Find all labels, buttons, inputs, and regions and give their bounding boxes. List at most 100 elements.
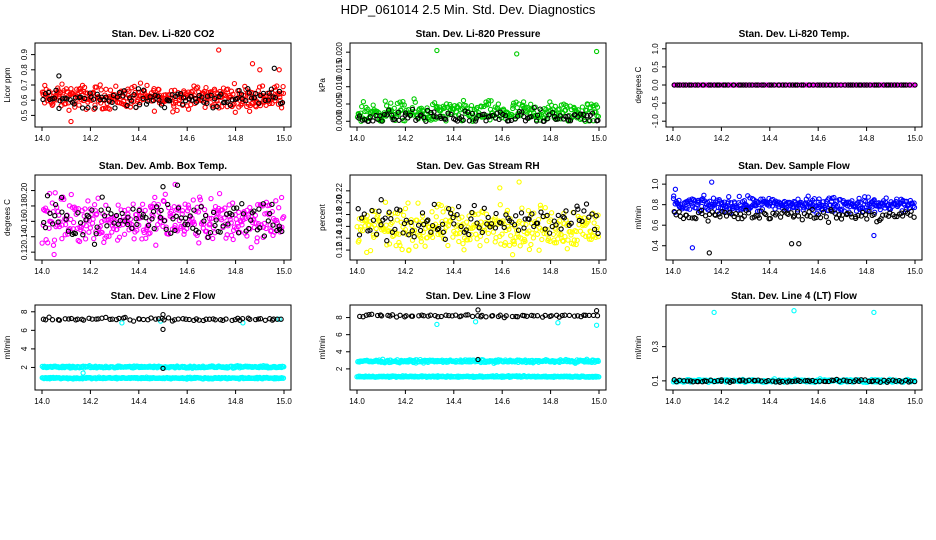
data-point (355, 206, 361, 212)
data-point (853, 377, 859, 383)
data-point (43, 317, 49, 323)
data-point (451, 221, 457, 227)
data-point (238, 91, 245, 97)
data-point (136, 102, 143, 108)
data-point (528, 101, 534, 107)
data-point (568, 220, 574, 226)
data-point (200, 317, 207, 324)
data-point (578, 313, 584, 320)
data-point (740, 206, 747, 212)
data-point (737, 378, 743, 384)
data-point (862, 212, 869, 218)
data-point (103, 314, 109, 321)
data-point (203, 316, 209, 322)
data-point (865, 194, 871, 200)
data-point (522, 238, 528, 244)
x-tick-label: 14.4 (762, 397, 778, 406)
data-point (546, 230, 553, 236)
data-point (394, 206, 400, 212)
data-point (403, 313, 409, 319)
data-point (212, 317, 218, 323)
data-point (91, 235, 97, 242)
data-point (42, 224, 49, 231)
data-point (56, 317, 63, 323)
data-point (830, 377, 837, 384)
data-point (817, 82, 823, 88)
data-point (890, 377, 896, 383)
x-tick-label: 14.8 (543, 397, 559, 406)
data-point (225, 221, 231, 227)
data-point (143, 101, 150, 107)
data-point (76, 238, 83, 245)
data-point (556, 106, 562, 112)
data-point (161, 198, 167, 205)
x-tick-label: 14.8 (859, 134, 875, 143)
data-point (442, 236, 448, 242)
data-point (458, 223, 464, 230)
data-point (787, 82, 793, 88)
panel-7: Stan. Dev. Line 2 Flow ml/min 14.0 14.2 14.4… (3, 291, 292, 406)
data-point (174, 182, 181, 188)
data-point (232, 109, 238, 115)
data-point (278, 316, 284, 322)
panel-6: Stan. Dev. Sample Flow ml/min 14.0 14.2 14.4… (634, 161, 923, 276)
data-point (248, 209, 255, 215)
data-point (792, 82, 799, 88)
data-point (481, 205, 487, 211)
data-point (82, 236, 89, 242)
data-point (229, 317, 235, 324)
data-point (247, 316, 253, 322)
data-point (377, 113, 383, 119)
data-point (864, 216, 870, 222)
data-point (50, 242, 57, 248)
data-point (229, 97, 235, 103)
data-point (871, 232, 877, 239)
x-tick-label: 14.2 (83, 267, 99, 276)
data-point (207, 229, 214, 236)
data-point (131, 91, 137, 98)
data-point (356, 113, 363, 119)
data-point (160, 223, 166, 230)
data-point (98, 100, 104, 106)
data-point (438, 202, 444, 209)
data-point (195, 209, 202, 215)
data-point (674, 82, 681, 88)
y-tick-label: -0.5 (651, 96, 660, 110)
x-tick-label: 14.2 (398, 134, 414, 143)
data-point (90, 216, 96, 222)
panel-title: Stan. Dev. Gas Stream RH (416, 161, 539, 172)
data-point (485, 98, 492, 104)
data-point (207, 221, 213, 227)
data-point (243, 98, 249, 104)
x-tick-label: 14.2 (714, 267, 730, 276)
data-point (499, 231, 505, 237)
data-point (911, 204, 918, 211)
data-point (877, 206, 883, 213)
data-point (826, 195, 832, 201)
data-point (845, 82, 851, 88)
data-point (195, 229, 202, 235)
data-point (191, 93, 198, 99)
data-point (432, 312, 438, 319)
data-point (399, 115, 405, 121)
data-point (149, 216, 155, 222)
data-point (63, 216, 69, 222)
data-point (145, 98, 151, 104)
y-tick-label: 4 (335, 349, 344, 354)
data-point (193, 99, 199, 105)
x-tick-label: 14.8 (228, 397, 244, 406)
data-point (270, 222, 276, 228)
y-tick-label: 0.000 (335, 111, 344, 132)
data-point (166, 205, 172, 211)
data-point (66, 316, 72, 322)
data-point (214, 103, 220, 110)
data-point (814, 82, 821, 88)
data-point (520, 99, 527, 105)
data-point (256, 206, 262, 212)
data-point (526, 246, 533, 253)
data-point (683, 82, 689, 88)
data-point (383, 222, 389, 228)
data-point (408, 219, 414, 226)
data-point (428, 109, 434, 116)
data-point (253, 220, 259, 226)
